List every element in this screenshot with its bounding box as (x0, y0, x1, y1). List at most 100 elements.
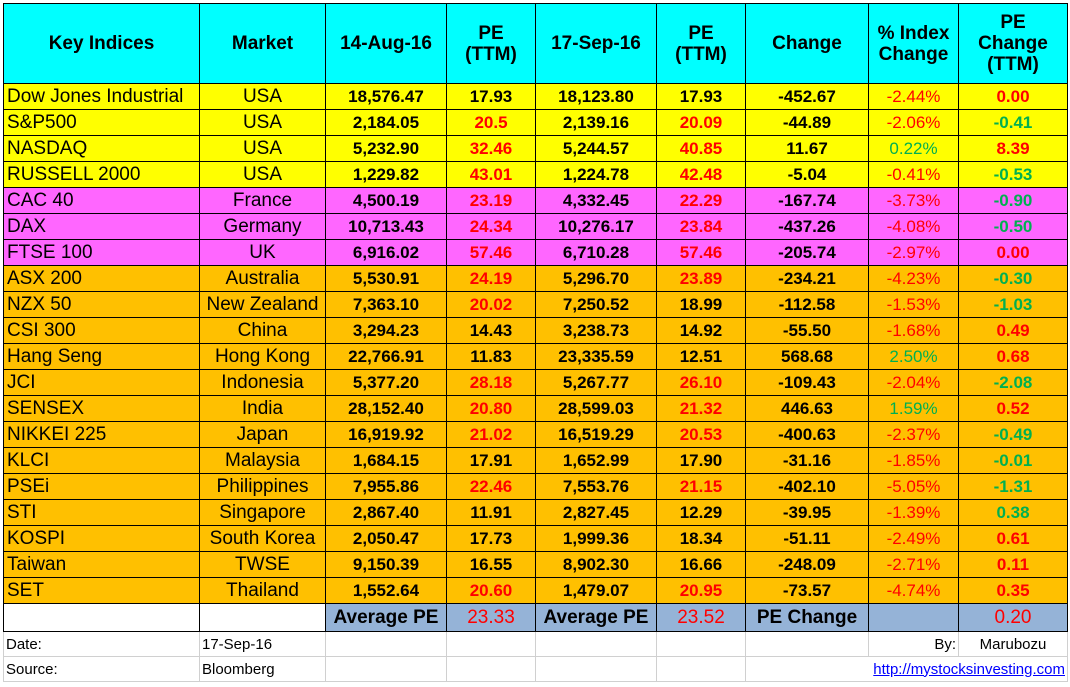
index-name-cell[interactable]: Taiwan (3, 551, 200, 578)
aug-pe-cell[interactable]: 21.02 (446, 421, 536, 448)
change-cell[interactable]: -437.26 (745, 213, 869, 240)
index-name-cell[interactable]: SENSEX (3, 395, 200, 422)
pct-change-cell[interactable]: -1.85% (868, 447, 959, 474)
sep-pe-cell[interactable]: 18.34 (656, 525, 746, 552)
aug-value-cell[interactable]: 16,919.92 (325, 421, 447, 448)
change-cell[interactable]: -109.43 (745, 369, 869, 396)
change-cell[interactable]: -234.21 (745, 265, 869, 292)
pct-change-cell[interactable]: -3.73% (868, 187, 959, 214)
market-cell[interactable]: Indonesia (199, 369, 326, 396)
market-cell[interactable]: USA (199, 135, 326, 162)
aug-pe-cell[interactable]: 32.46 (446, 135, 536, 162)
sep-value-cell[interactable]: 28,599.03 (535, 395, 657, 422)
average-pe-aug-value[interactable]: 23.33 (446, 603, 536, 632)
sep-pe-cell[interactable]: 21.32 (656, 395, 746, 422)
change-cell[interactable]: -39.95 (745, 499, 869, 526)
sep-pe-cell[interactable]: 22.29 (656, 187, 746, 214)
pe-change-header[interactable]: PE Change (TTM) (958, 3, 1068, 84)
aug-value-cell[interactable]: 1,552.64 (325, 577, 447, 604)
key-indices-header[interactable]: Key Indices (3, 3, 200, 84)
aug-value-cell[interactable]: 5,530.91 (325, 265, 447, 292)
sep-pe-cell[interactable]: 20.53 (656, 421, 746, 448)
sep-pe-cell[interactable]: 18.99 (656, 291, 746, 318)
sep-pe-cell[interactable]: 12.51 (656, 343, 746, 370)
aug-pe-cell[interactable]: 57.46 (446, 239, 536, 266)
market-cell[interactable]: Australia (199, 265, 326, 292)
sep-pe-cell[interactable]: 14.92 (656, 317, 746, 344)
source-value[interactable]: Bloomberg (199, 656, 326, 682)
market-cell[interactable]: South Korea (199, 525, 326, 552)
market-cell[interactable]: USA (199, 83, 326, 110)
aug-pe-cell[interactable]: 20.80 (446, 395, 536, 422)
pe-change-cell[interactable]: -0.01 (958, 447, 1068, 474)
empty-cell[interactable] (535, 631, 657, 657)
aug-value-cell[interactable]: 10,713.43 (325, 213, 447, 240)
aug-value-cell[interactable]: 3,294.23 (325, 317, 447, 344)
pe-change-cell[interactable]: 0.00 (958, 83, 1068, 110)
market-cell[interactable]: UK (199, 239, 326, 266)
market-cell[interactable]: Hong Kong (199, 343, 326, 370)
pe-change-cell[interactable]: 0.49 (958, 317, 1068, 344)
market-cell[interactable]: TWSE (199, 551, 326, 578)
index-name-cell[interactable]: CAC 40 (3, 187, 200, 214)
sep-value-cell[interactable]: 2,827.45 (535, 499, 657, 526)
change-cell[interactable]: -248.09 (745, 551, 869, 578)
average-pe-aug-label[interactable]: Average PE (325, 603, 447, 632)
aug-value-cell[interactable]: 5,377.20 (325, 369, 447, 396)
pe-change-cell[interactable]: -1.31 (958, 473, 1068, 500)
market-cell[interactable]: USA (199, 109, 326, 136)
pct-change-cell[interactable]: -1.53% (868, 291, 959, 318)
change-cell[interactable]: -452.67 (745, 83, 869, 110)
empty-cell[interactable] (446, 631, 536, 657)
index-name-cell[interactable]: NZX 50 (3, 291, 200, 318)
aug-value-cell[interactable]: 7,955.86 (325, 473, 447, 500)
change-cell[interactable]: -167.74 (745, 187, 869, 214)
aug-value-cell[interactable]: 9,150.39 (325, 551, 447, 578)
change-cell[interactable]: -31.16 (745, 447, 869, 474)
pe-change-cell[interactable]: 0.38 (958, 499, 1068, 526)
aug-value-cell[interactable]: 2,867.40 (325, 499, 447, 526)
aug-pe-cell[interactable]: 20.60 (446, 577, 536, 604)
sep-value-cell[interactable]: 10,276.17 (535, 213, 657, 240)
sep-pe-cell[interactable]: 17.90 (656, 447, 746, 474)
pe-change-cell[interactable]: -0.41 (958, 109, 1068, 136)
pe-change-value[interactable]: 0.20 (958, 603, 1068, 632)
index-name-cell[interactable]: ASX 200 (3, 265, 200, 292)
market-cell[interactable]: Germany (199, 213, 326, 240)
aug-date-header[interactable]: 14-Aug-16 (325, 3, 447, 84)
date-value[interactable]: 17-Sep-16 (199, 631, 326, 657)
sep-value-cell[interactable]: 6,710.28 (535, 239, 657, 266)
pct-index-change-header[interactable]: % Index Change (868, 3, 959, 84)
pe-change-label[interactable]: PE Change (745, 603, 869, 632)
index-name-cell[interactable]: NIKKEI 225 (3, 421, 200, 448)
sep-pe-cell[interactable]: 20.95 (656, 577, 746, 604)
aug-pe-cell[interactable]: 14.43 (446, 317, 536, 344)
empty-cell[interactable] (656, 631, 746, 657)
change-cell[interactable]: 11.67 (745, 135, 869, 162)
change-cell[interactable]: -112.58 (745, 291, 869, 318)
sep-pe-cell[interactable]: 26.10 (656, 369, 746, 396)
change-header[interactable]: Change (745, 3, 869, 84)
pe-change-cell[interactable]: 0.35 (958, 577, 1068, 604)
market-header[interactable]: Market (199, 3, 326, 84)
pct-change-cell[interactable]: -2.49% (868, 525, 959, 552)
sep-value-cell[interactable]: 7,553.76 (535, 473, 657, 500)
sep-pe-header[interactable]: PE (TTM) (656, 3, 746, 84)
aug-value-cell[interactable]: 6,916.02 (325, 239, 447, 266)
empty-cell[interactable] (745, 631, 869, 657)
change-cell[interactable]: -205.74 (745, 239, 869, 266)
author-name[interactable]: Marubozu (958, 631, 1068, 657)
sep-date-header[interactable]: 17-Sep-16 (535, 3, 657, 84)
pe-change-cell[interactable]: 0.52 (958, 395, 1068, 422)
aug-value-cell[interactable]: 2,184.05 (325, 109, 447, 136)
aug-value-cell[interactable]: 4,500.19 (325, 187, 447, 214)
index-name-cell[interactable]: KLCI (3, 447, 200, 474)
pct-change-cell[interactable]: 0.22% (868, 135, 959, 162)
pct-change-cell[interactable]: -2.44% (868, 83, 959, 110)
aug-pe-header[interactable]: PE (TTM) (446, 3, 536, 84)
date-label[interactable]: Date: (3, 631, 200, 657)
pe-change-cell[interactable]: 0.00 (958, 239, 1068, 266)
aug-value-cell[interactable]: 1,684.15 (325, 447, 447, 474)
summary-blank-cell[interactable] (3, 603, 200, 632)
website-link[interactable]: http://mystocksinvesting.com (873, 660, 1065, 678)
